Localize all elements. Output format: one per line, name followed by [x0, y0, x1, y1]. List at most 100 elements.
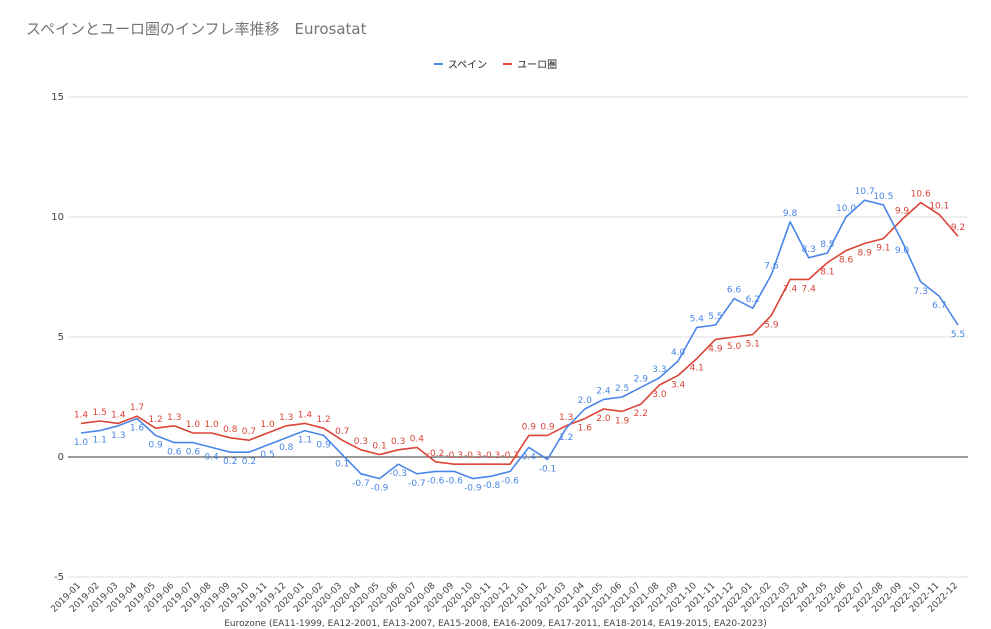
data-label: 0.1 [372, 442, 386, 452]
data-label: 5.5 [951, 330, 965, 340]
data-label: 0.6 [167, 448, 182, 458]
data-label: -0.9 [371, 484, 389, 494]
data-label: 1.3 [559, 413, 573, 423]
data-label: 3.3 [652, 365, 666, 375]
series-line-0 [80, 199, 959, 480]
data-label: 0.3 [354, 437, 368, 447]
data-label: 0.6 [186, 448, 201, 458]
legend-label: スペイン [447, 60, 488, 71]
data-label: -0.2 [427, 449, 445, 459]
data-label: 2.0 [578, 396, 593, 406]
data-label: 0.9 [540, 422, 555, 432]
data-label: 5.4 [690, 314, 705, 324]
data-label: 1.3 [279, 413, 293, 423]
data-label: 5.9 [764, 320, 779, 330]
data-label: -0.3 [501, 451, 519, 461]
data-label: 1.2 [316, 415, 330, 425]
data-label: 1.6 [130, 424, 145, 434]
data-label: 3.4 [671, 380, 686, 390]
data-label: 8.5 [820, 240, 834, 250]
data-label: 0.4 [522, 452, 537, 462]
data-label: 1.0 [74, 438, 89, 448]
data-label: 7.4 [783, 284, 798, 294]
data-label: 0.8 [279, 443, 294, 453]
data-label: -0.3 [389, 469, 407, 479]
data-label: 0.2 [242, 457, 256, 467]
legend-item-0[interactable]: スペイン [433, 56, 488, 71]
data-label: 1.6 [578, 424, 593, 434]
data-label: -0.6 [445, 476, 463, 486]
data-label: 2.9 [634, 374, 649, 384]
data-label: 5.1 [746, 340, 760, 350]
legend[interactable]: スペイン ユーロ圏 [0, 56, 991, 71]
data-label: 9.9 [895, 206, 910, 216]
data-label: 0.8 [223, 425, 238, 435]
data-label: 1.4 [74, 410, 89, 420]
data-label: 0.2 [223, 457, 237, 467]
data-label: 0.9 [522, 422, 537, 432]
data-label: 7.3 [914, 287, 928, 297]
data-label: 1.0 [186, 420, 201, 430]
data-label: 1.9 [615, 416, 630, 426]
data-label: 2.4 [596, 386, 611, 396]
data-label: 0.9 [148, 440, 163, 450]
data-label: 0.7 [335, 427, 349, 437]
data-label: 4.0 [671, 348, 686, 358]
data-label: 0.4 [204, 452, 219, 462]
y-tick-label: 10 [51, 212, 64, 223]
y-tick-label: 5 [58, 332, 64, 343]
data-label: 8.1 [820, 268, 834, 278]
data-label: 1.4 [298, 410, 313, 420]
data-label: 0.4 [410, 434, 425, 444]
data-label: 9.1 [876, 244, 890, 254]
data-label: 8.3 [802, 245, 816, 255]
data-label: 1.3 [167, 413, 181, 423]
data-label: 10.1 [929, 202, 949, 212]
data-label: 6.2 [746, 295, 760, 305]
data-label: 1.1 [92, 436, 106, 446]
data-label: -0.7 [408, 479, 426, 489]
legend-label: ユーロ圏 [517, 60, 558, 71]
data-label: 9.0 [895, 246, 910, 256]
data-label: 9.8 [783, 209, 798, 219]
data-label: 8.9 [858, 248, 873, 258]
data-label: 0.1 [335, 460, 349, 470]
legend-swatch [503, 62, 513, 65]
data-label: 1.4 [111, 410, 126, 420]
data-label: 7.6 [764, 262, 779, 272]
data-label: 10.5 [873, 192, 893, 202]
data-label: 1.0 [260, 420, 275, 430]
data-label: 3.0 [652, 390, 667, 400]
data-label: 1.7 [130, 403, 144, 413]
y-tick-label: 0 [58, 452, 64, 463]
legend-swatch [433, 62, 443, 65]
footnote: Eurozone (EA11-1999, EA12-2001, EA13-200… [224, 619, 767, 629]
chart-title: スペインとユーロ圏のインフレ率推移 Eurosatat [26, 20, 367, 38]
data-label: 8.6 [839, 256, 854, 266]
data-label: 10.7 [855, 187, 875, 197]
y-tick-label: -5 [54, 572, 64, 583]
data-label: -0.3 [483, 451, 501, 461]
data-label: 6.7 [932, 301, 946, 311]
data-label: 4.1 [690, 364, 704, 374]
data-label: -0.3 [464, 451, 482, 461]
legend-item-1[interactable]: ユーロ圏 [503, 56, 557, 71]
data-label: -0.6 [427, 476, 445, 486]
data-label: 1.2 [148, 415, 162, 425]
data-label: 2.0 [596, 414, 611, 424]
data-label: 10.0 [836, 204, 856, 214]
data-label: 9.2 [951, 223, 965, 233]
data-label: 1.5 [92, 408, 106, 418]
data-label: 2.5 [615, 384, 629, 394]
series-line-1 [80, 201, 959, 466]
data-label: 0.9 [316, 440, 331, 450]
data-label: 1.1 [298, 436, 312, 446]
data-label: 0.7 [242, 427, 256, 437]
data-label: -0.8 [483, 481, 501, 491]
data-label: -0.3 [445, 451, 463, 461]
data-label: -0.1 [539, 464, 557, 474]
y-tick-label: 15 [51, 92, 64, 103]
data-label: 1.0 [204, 420, 219, 430]
data-label: 1.2 [559, 433, 573, 443]
